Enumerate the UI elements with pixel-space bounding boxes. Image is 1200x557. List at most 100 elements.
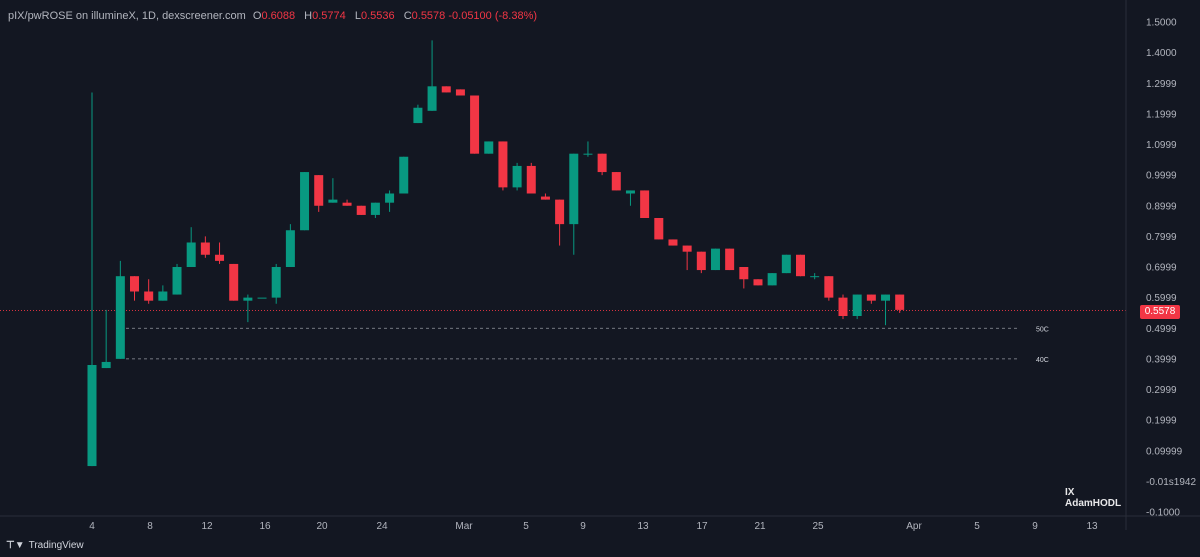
candle-body xyxy=(682,245,692,252)
candle-body xyxy=(441,86,451,93)
candle[interactable] xyxy=(314,175,324,212)
candle[interactable] xyxy=(597,153,607,176)
candle-body xyxy=(654,218,664,240)
candle[interactable] xyxy=(470,95,480,154)
candle[interactable] xyxy=(144,279,154,304)
candle-body xyxy=(611,172,621,191)
candle-body xyxy=(328,199,338,203)
candle-body xyxy=(172,267,182,295)
last-price-badge: 0.5578 xyxy=(1140,305,1180,319)
candle[interactable] xyxy=(370,202,380,218)
candle[interactable] xyxy=(186,227,196,267)
candle[interactable] xyxy=(739,267,749,289)
candle[interactable] xyxy=(640,190,650,218)
candle[interactable] xyxy=(455,89,465,96)
candle-body xyxy=(512,165,522,188)
time-tick-label: 4 xyxy=(89,521,95,532)
candle[interactable] xyxy=(866,294,876,304)
candle-body xyxy=(144,291,154,301)
candle-body xyxy=(186,242,196,267)
candle-body xyxy=(625,190,635,194)
candle[interactable] xyxy=(696,251,706,274)
candle[interactable] xyxy=(484,141,494,154)
candle[interactable] xyxy=(243,294,253,323)
candle[interactable] xyxy=(229,263,239,301)
candle[interactable] xyxy=(172,263,182,295)
candle-body xyxy=(796,254,805,277)
candle[interactable] xyxy=(668,239,678,246)
candle[interactable] xyxy=(328,178,338,203)
candle-body xyxy=(696,251,706,271)
candle[interactable] xyxy=(838,294,848,320)
candle[interactable] xyxy=(342,199,352,206)
candle[interactable] xyxy=(87,92,97,467)
candle[interactable] xyxy=(215,242,225,264)
price-line-label: 40C xyxy=(1036,357,1049,364)
candle-body xyxy=(710,248,720,271)
candle[interactable] xyxy=(555,199,565,246)
candle[interactable] xyxy=(753,279,763,286)
candle-body xyxy=(215,254,225,261)
close-label: C xyxy=(403,10,412,22)
price-axis[interactable]: 1.5000 1.4000 1.2999 1.1999 1.0999 0.9999 0.89… xyxy=(1146,18,1196,519)
candle-body xyxy=(810,276,820,278)
candle[interactable] xyxy=(441,86,451,93)
candle[interactable] xyxy=(710,248,720,271)
candle[interactable] xyxy=(625,190,635,206)
candle-body xyxy=(285,230,295,267)
candle-body xyxy=(866,294,876,301)
price-tick-label: 0.4999 xyxy=(1146,324,1177,335)
candle[interactable] xyxy=(796,254,805,277)
candle[interactable] xyxy=(158,285,168,301)
candle[interactable] xyxy=(356,205,366,215)
close-value: 0.5578 xyxy=(411,10,446,22)
candle-body xyxy=(881,294,891,301)
candle[interactable] xyxy=(498,141,508,191)
candle[interactable] xyxy=(300,172,310,231)
time-tick-label: 9 xyxy=(1032,521,1038,532)
candle-body xyxy=(753,279,763,286)
price-tick-label: -0.01s1942 xyxy=(1146,477,1196,488)
candle[interactable] xyxy=(767,273,777,286)
price-tick-label: 0.8999 xyxy=(1146,201,1177,212)
candle[interactable] xyxy=(271,263,281,304)
brand-text: TradingView xyxy=(28,540,84,551)
candle-body xyxy=(130,276,140,292)
candle[interactable] xyxy=(781,254,791,274)
candle-body xyxy=(427,86,437,111)
candle[interactable] xyxy=(130,276,140,301)
candle[interactable] xyxy=(881,294,891,326)
tradingview-brand[interactable]: ⊤▼ TradingView xyxy=(6,540,84,551)
candle[interactable] xyxy=(725,248,735,271)
candle[interactable] xyxy=(526,162,536,194)
candle[interactable] xyxy=(654,218,664,240)
candle[interactable] xyxy=(115,260,125,359)
watermark-line-1: IX xyxy=(1065,487,1075,498)
candle[interactable] xyxy=(810,273,820,280)
time-tick-label: 13 xyxy=(1086,521,1098,532)
time-axis[interactable]: 4 8 12 16 20 24 Mar 5 9 13 17 21 25 Apr 5 9 13 xyxy=(89,521,1098,532)
candle[interactable] xyxy=(427,40,437,111)
candle[interactable] xyxy=(852,294,862,320)
candle[interactable] xyxy=(569,153,579,255)
candle[interactable] xyxy=(895,294,905,313)
candle-body xyxy=(101,361,111,369)
candle[interactable] xyxy=(540,193,550,200)
candle[interactable] xyxy=(583,141,593,157)
candle[interactable] xyxy=(285,224,295,267)
candle[interactable] xyxy=(385,190,395,212)
candle[interactable] xyxy=(824,276,834,301)
candle[interactable] xyxy=(512,162,522,191)
candle-body xyxy=(498,141,508,188)
candle-body xyxy=(342,202,352,206)
candle[interactable] xyxy=(101,309,111,369)
candle[interactable] xyxy=(257,297,267,299)
candle[interactable] xyxy=(200,236,210,258)
candle[interactable] xyxy=(413,104,423,124)
candle[interactable] xyxy=(682,245,692,271)
time-tick-label: 12 xyxy=(201,521,213,532)
high-value: 0.5774 xyxy=(312,10,346,22)
candle[interactable] xyxy=(611,172,621,191)
candle[interactable] xyxy=(399,156,409,194)
